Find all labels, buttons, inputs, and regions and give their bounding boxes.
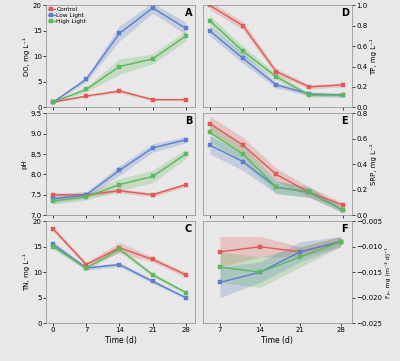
Low Light	[150, 6, 155, 10]
High Light	[183, 34, 188, 38]
High Light	[84, 87, 89, 92]
Text: F: F	[342, 224, 348, 234]
Y-axis label: SRP, mg L⁻¹: SRP, mg L⁻¹	[370, 144, 377, 185]
Control	[117, 89, 122, 93]
Control	[150, 97, 155, 102]
Control	[51, 100, 56, 104]
High Light	[51, 100, 56, 104]
Text: A: A	[185, 8, 192, 18]
Line: Control: Control	[51, 88, 188, 105]
Y-axis label: TN, mg L⁻¹: TN, mg L⁻¹	[23, 253, 30, 291]
Y-axis label: TP, mg L⁻¹: TP, mg L⁻¹	[370, 38, 377, 75]
Line: High Light: High Light	[51, 34, 188, 105]
Text: C: C	[185, 224, 192, 234]
Line: Low Light: Low Light	[51, 5, 188, 105]
Legend: Control, Low Light, High Light: Control, Low Light, High Light	[47, 6, 87, 25]
Low Light	[117, 31, 122, 36]
Text: B: B	[185, 116, 192, 126]
Y-axis label: Fₚ, mg (m⁻² d)⁻¹: Fₚ, mg (m⁻² d)⁻¹	[385, 247, 391, 297]
Low Light	[183, 26, 188, 30]
Control	[183, 97, 188, 102]
Y-axis label: DO, mg L⁻¹: DO, mg L⁻¹	[23, 37, 30, 76]
High Light	[150, 57, 155, 61]
Text: D: D	[342, 8, 350, 18]
High Light	[117, 64, 122, 69]
Low Light	[84, 77, 89, 81]
Low Light	[51, 100, 56, 104]
Control	[84, 94, 89, 98]
X-axis label: Time (d): Time (d)	[105, 336, 136, 345]
Text: E: E	[342, 116, 348, 126]
Y-axis label: pH: pH	[22, 160, 28, 169]
X-axis label: Time (d): Time (d)	[262, 336, 293, 345]
